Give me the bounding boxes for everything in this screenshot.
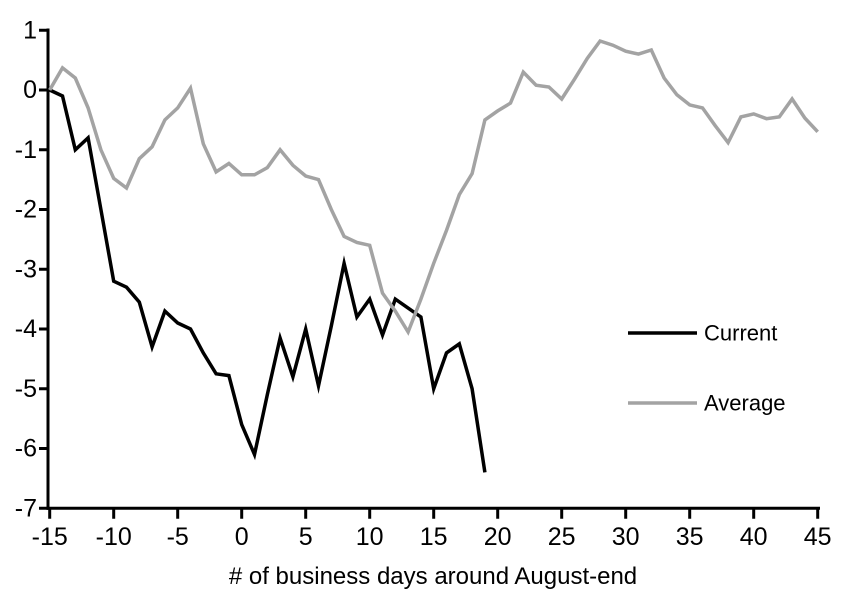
- x-tick-label: -15: [32, 523, 68, 551]
- y-tick-label: -2: [15, 196, 37, 224]
- legend-label-average: Average: [704, 391, 786, 416]
- legend: Current Average: [628, 321, 786, 416]
- x-tick-label: 25: [548, 523, 576, 551]
- average-line: [48, 38, 819, 336]
- x-tick-label: 35: [676, 523, 704, 551]
- x-tick-label: 40: [740, 523, 768, 551]
- x-tick-label: 10: [356, 523, 384, 551]
- y-tick-label: -1: [15, 136, 37, 164]
- series-lines: [48, 38, 819, 473]
- y-tick-label: 1: [23, 16, 37, 44]
- x-tick-label: 0: [235, 523, 249, 551]
- x-axis-title: # of business days around August-end: [229, 563, 637, 590]
- x-tick-label: 30: [612, 523, 640, 551]
- legend-label-current: Current: [704, 321, 777, 346]
- y-tick-label: 0: [23, 76, 37, 104]
- current-line: [48, 88, 487, 473]
- axes: 10-1-2-3-4-5-6-7-15 -10 -5 0 5 10 15 20 25 30 35 40…: [15, 16, 832, 551]
- y-tick-label: -4: [15, 315, 37, 343]
- x-tick-label: 15: [420, 523, 448, 551]
- x-tick-label: -10: [96, 523, 132, 551]
- y-tick-label: -6: [15, 435, 37, 463]
- y-tick-label: -7: [15, 494, 37, 522]
- y-tick-label: -5: [15, 375, 37, 403]
- y-tick-label: -3: [15, 255, 37, 283]
- x-tick-label: 5: [299, 523, 313, 551]
- x-tick-label: 45: [804, 523, 832, 551]
- x-tick-label: 20: [484, 523, 512, 551]
- x-tick-label: -5: [167, 523, 189, 551]
